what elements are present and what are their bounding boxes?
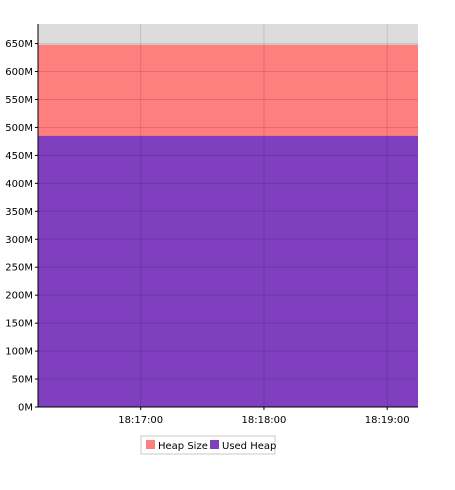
y-axis: 0M 50M 100M 150M 200M 250M 300M 350M 400M 450M 500… (5, 24, 39, 414)
y-tick-label: 250M (5, 263, 33, 274)
legend-swatch-heap-size (146, 440, 155, 449)
y-tick-label: 400M (5, 179, 33, 190)
y-tick-label: 100M (5, 347, 33, 358)
legend-swatch-used-heap (210, 440, 219, 449)
x-axis: 18:17:00 18:18:00 18:19:00 (38, 406, 418, 426)
y-tick-label: 600M (5, 67, 33, 78)
x-tick-label: 18:17:00 (118, 415, 163, 426)
legend-label-used-heap: Used Heap (222, 441, 276, 452)
y-tick-label: 150M (5, 319, 33, 330)
y-tick-label: 650M (5, 39, 33, 50)
y-tick-label: 550M (5, 95, 33, 106)
x-tick-label: 18:19:00 (365, 415, 410, 426)
y-tick-label: 350M (5, 207, 33, 218)
x-tick-label: 18:18:00 (241, 415, 286, 426)
grid-lines (38, 24, 418, 407)
y-tick-label: 450M (5, 151, 33, 162)
y-tick-label: 500M (5, 123, 33, 134)
legend: Heap Size Used Heap (140, 435, 276, 455)
y-tick-label: 0M (18, 403, 33, 414)
series-areas (38, 44, 418, 407)
legend-box (140, 435, 276, 455)
y-tick-label: 50M (12, 375, 33, 386)
area-used-heap (38, 135, 418, 407)
legend-label-heap-size: Heap Size (158, 441, 208, 452)
y-tick-label: 200M (5, 291, 33, 302)
y-tick-label: 300M (5, 235, 33, 246)
